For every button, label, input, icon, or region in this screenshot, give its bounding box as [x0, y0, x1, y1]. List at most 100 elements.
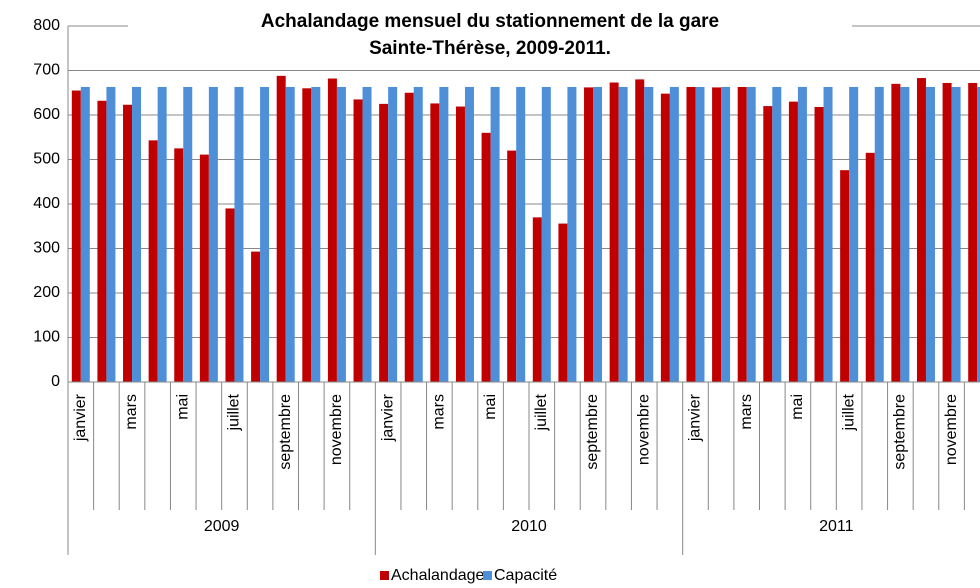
y-tick-label: 600	[33, 106, 60, 123]
y-tick-label: 500	[33, 151, 60, 168]
y-tick-label: 0	[51, 373, 60, 390]
bar	[285, 86, 295, 382]
bar	[814, 106, 824, 383]
bar	[721, 86, 731, 382]
bar	[234, 86, 244, 382]
x-tick-label: mai	[174, 394, 191, 420]
bar	[849, 86, 859, 382]
bar	[71, 90, 81, 383]
bar	[251, 251, 261, 382]
legend-label: Capacité	[494, 567, 557, 584]
bar	[797, 86, 807, 382]
bar	[302, 88, 312, 383]
legend-swatch	[483, 571, 492, 580]
bar	[481, 132, 491, 382]
bar	[644, 86, 654, 382]
bar	[635, 79, 645, 383]
bar	[891, 83, 901, 382]
x-tick-label: janvier	[72, 393, 89, 442]
bar	[763, 106, 773, 382]
bar	[353, 99, 363, 383]
bar	[439, 86, 449, 382]
legend-label: Achalandage	[391, 567, 485, 584]
bar	[413, 86, 423, 382]
bar	[80, 86, 90, 382]
bar	[584, 87, 594, 382]
x-tick-label: mars	[738, 394, 755, 430]
group-label: 2010	[511, 518, 547, 535]
bar	[968, 82, 978, 383]
y-tick-label: 100	[33, 329, 60, 346]
bar	[516, 86, 526, 382]
bar	[430, 103, 440, 383]
bar	[276, 75, 286, 382]
x-tick-label: mai	[482, 394, 499, 420]
x-tick-label: juillet	[840, 393, 857, 431]
bar	[737, 86, 747, 382]
bar	[925, 86, 935, 382]
bar	[490, 86, 500, 382]
bar	[712, 87, 722, 382]
bar	[379, 103, 389, 382]
bar	[865, 152, 875, 382]
y-tick-label: 800	[33, 17, 60, 34]
x-tick-label: mai	[789, 394, 806, 420]
bar	[558, 223, 568, 382]
bar	[900, 86, 910, 382]
legend-swatch	[380, 571, 389, 580]
x-tick-label: novembre	[635, 394, 652, 465]
bar	[106, 86, 116, 382]
bar	[609, 82, 619, 382]
bar	[464, 86, 474, 382]
x-tick-label: septembre	[892, 394, 909, 470]
title-backing	[128, 36, 852, 62]
bar	[97, 100, 107, 382]
bar	[225, 208, 235, 382]
bar	[840, 170, 850, 382]
title-backing	[128, 9, 852, 35]
bar	[618, 86, 628, 382]
bar	[951, 86, 961, 382]
y-tick-label: 300	[33, 240, 60, 257]
y-tick-label: 400	[33, 195, 60, 212]
bar	[942, 82, 952, 383]
x-tick-label: juillet	[533, 393, 550, 431]
x-tick-label: janvier	[379, 393, 396, 442]
bar	[593, 86, 603, 382]
bar	[916, 78, 926, 382]
bar	[183, 86, 193, 382]
bar	[874, 86, 884, 382]
bar	[669, 86, 679, 382]
bar	[362, 86, 372, 382]
bar	[311, 86, 321, 382]
x-tick-label: mars	[123, 394, 140, 430]
bar	[404, 92, 414, 382]
bar	[686, 86, 696, 382]
x-tick-label: septembre	[584, 394, 601, 470]
bar	[772, 86, 782, 382]
bar	[199, 154, 209, 382]
group-label: 2011	[819, 518, 854, 535]
x-tick-label: mars	[431, 394, 448, 430]
bar	[455, 106, 465, 383]
x-tick-label: juillet	[226, 393, 243, 431]
bar	[660, 93, 670, 382]
bar	[977, 86, 980, 382]
y-tick-label: 700	[33, 62, 60, 79]
bar	[123, 104, 133, 382]
bar	[157, 86, 167, 382]
x-tick-label: novembre	[328, 394, 345, 465]
bar	[532, 217, 542, 382]
bar	[388, 86, 398, 382]
bar	[695, 86, 705, 382]
bar	[746, 86, 756, 382]
bar	[336, 86, 346, 382]
bar	[823, 86, 833, 382]
group-label: 2009	[204, 518, 240, 535]
x-tick-label: septembre	[277, 394, 294, 470]
chart-title: Sainte-Thérèse, 2009-2011.	[369, 38, 611, 59]
bar	[788, 101, 798, 383]
x-tick-label: janvier	[687, 393, 704, 442]
